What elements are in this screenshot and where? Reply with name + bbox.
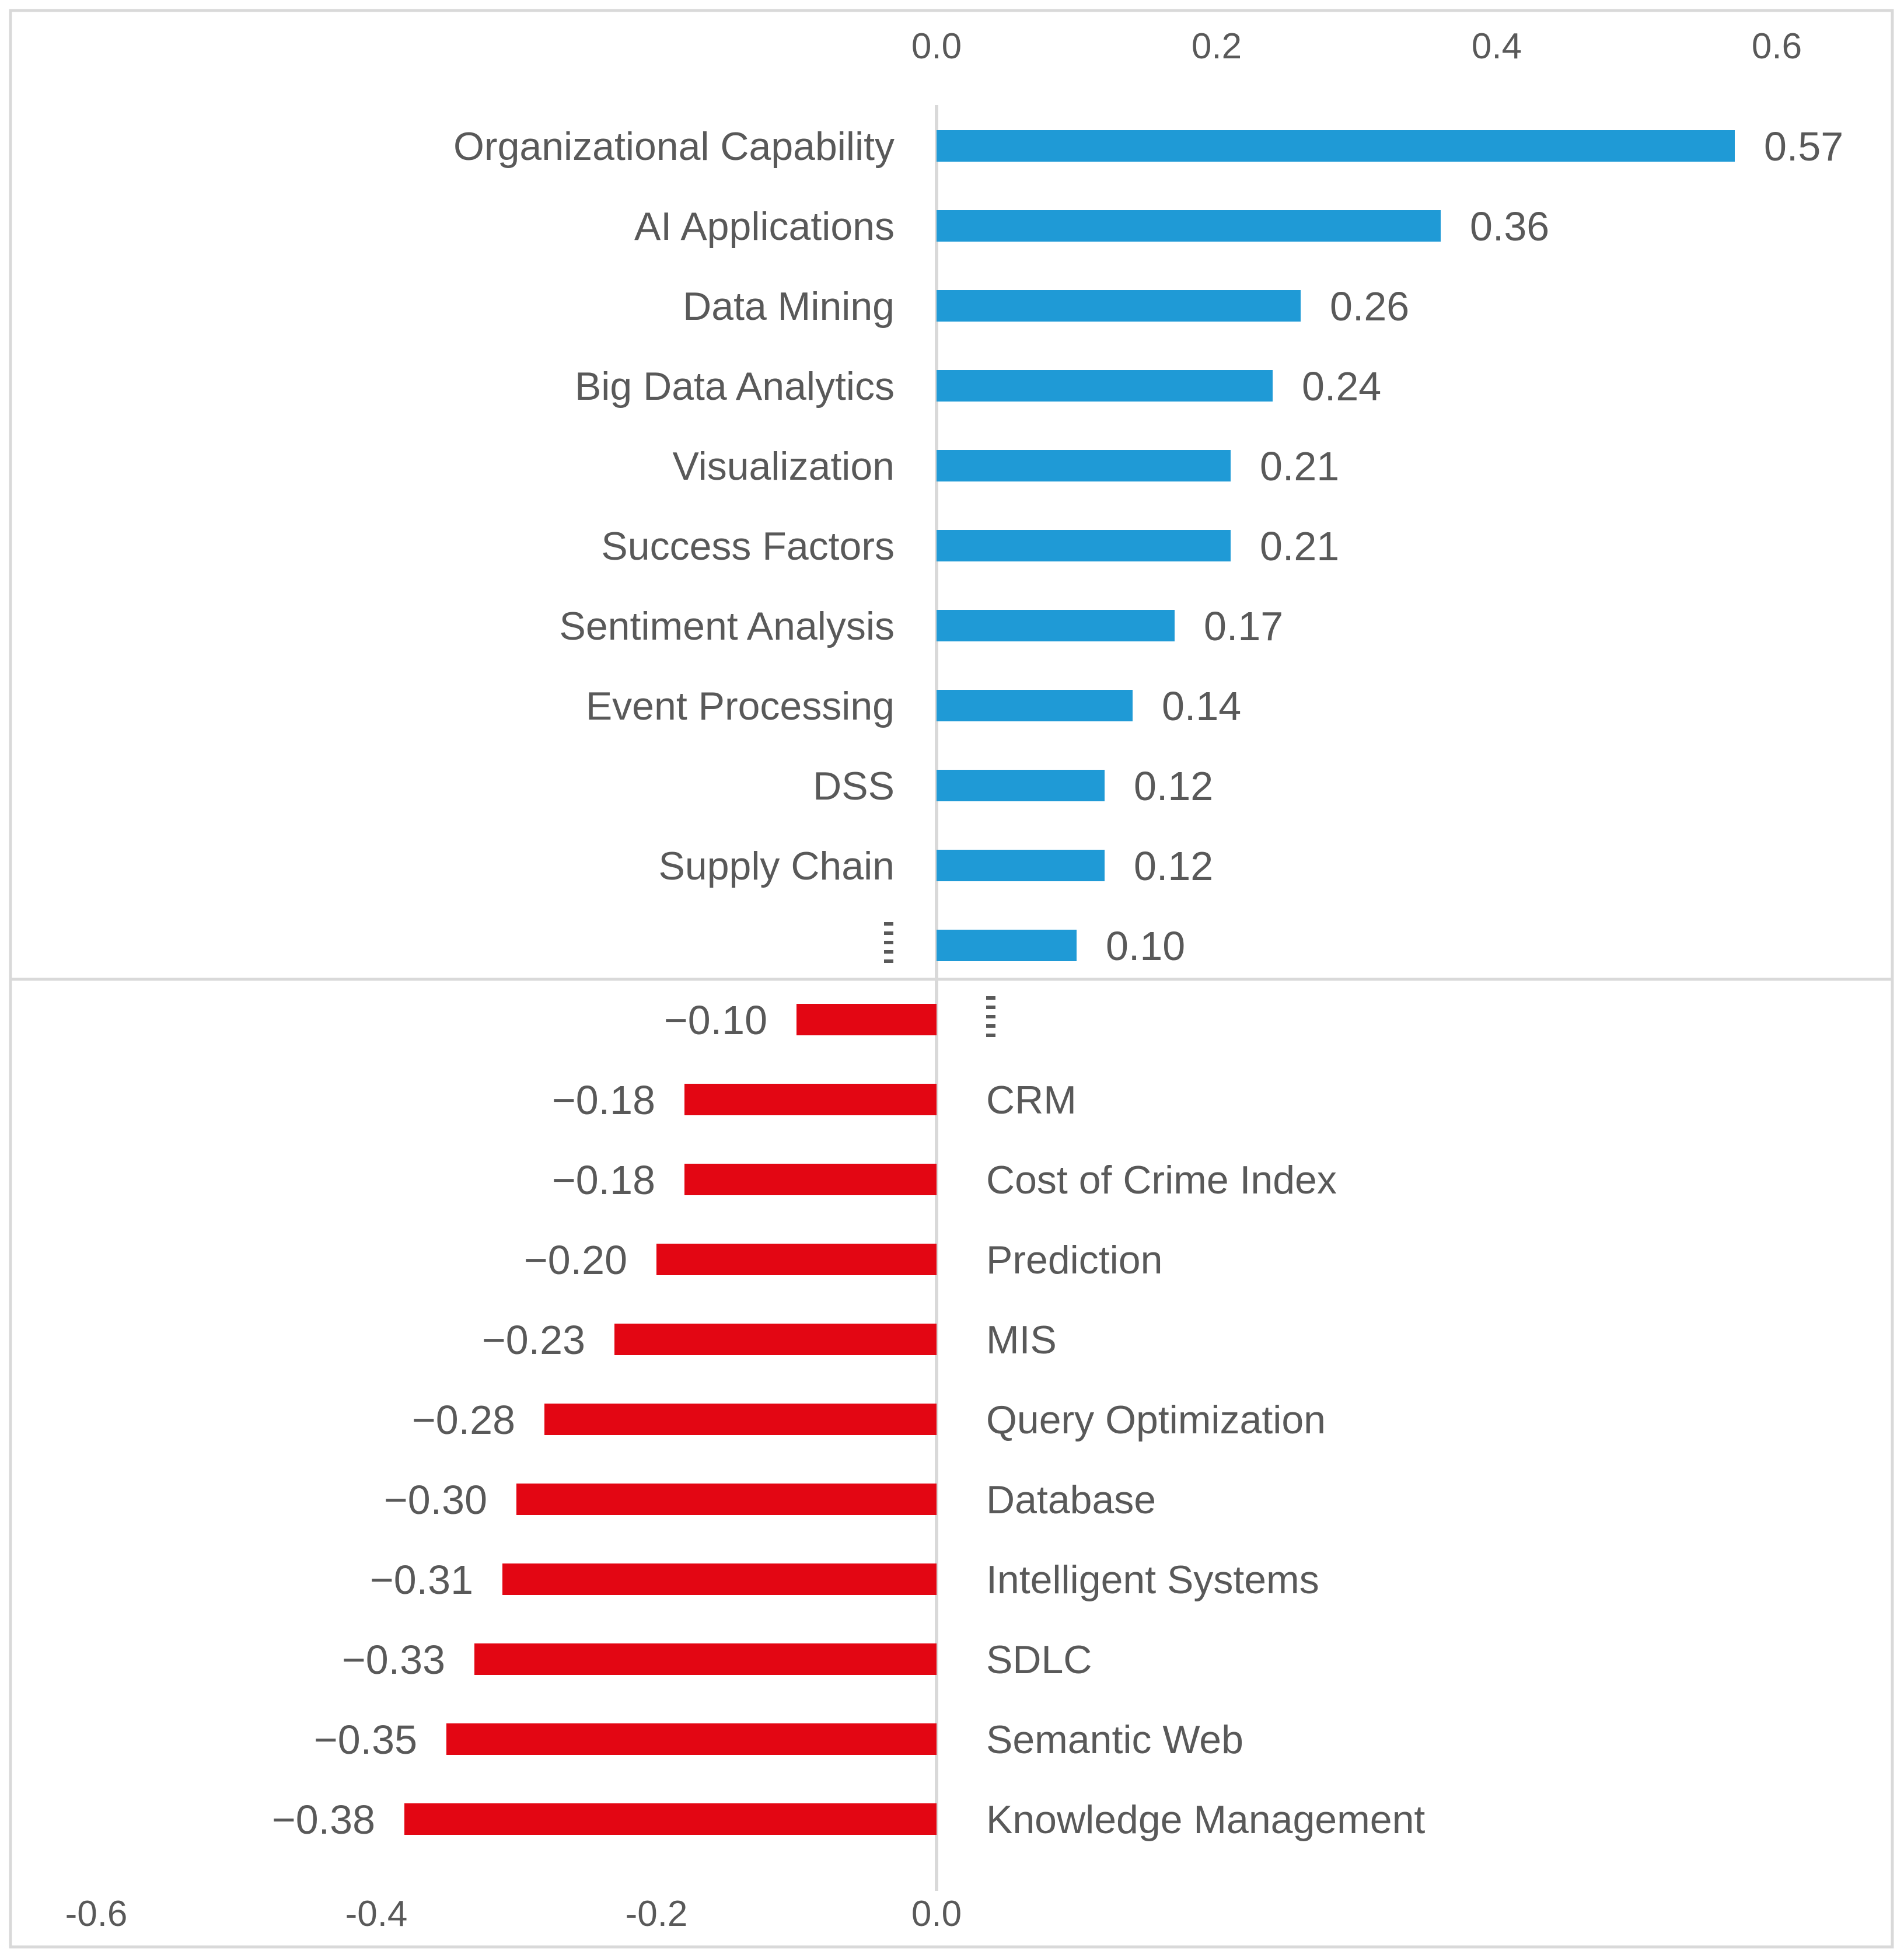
positive-bar [937,450,1231,481]
positive-category-label: Success Factors [601,524,895,568]
negative-bar [502,1563,937,1595]
positive-value-label: 0.10 [1106,923,1185,969]
positive-bar [937,290,1301,322]
negative-value-label: −0.38 [272,1797,375,1842]
negative-bar [516,1484,937,1515]
negative-category-label: Intelligent Systems [986,1558,1319,1602]
positive-bar [937,610,1175,641]
positive-category-label: Supply Chain [659,844,895,888]
positive-bar [937,930,1077,961]
ellipsis-icon [884,959,893,963]
ellipsis-icon [884,950,893,954]
negative-category-label: Database [986,1478,1156,1522]
negative-bar [474,1643,937,1675]
positive-value-label: 0.26 [1330,284,1409,329]
positive-category-label: DSS [813,764,895,808]
negative-value-label: −0.20 [524,1237,627,1283]
ellipsis-icon [986,996,995,1000]
positive-bar [937,130,1735,162]
negative-value-label: −0.18 [552,1157,655,1203]
positive-bar [937,770,1105,801]
top-axis-tick-label: 0.2 [1192,26,1242,67]
negative-value-label: −0.28 [412,1397,515,1443]
positive-value-label: 0.17 [1204,603,1283,649]
negative-category-label: Prediction [986,1238,1162,1282]
bottom-axis-tick-label: -0.2 [626,1894,688,1934]
positive-value-label: 0.12 [1134,843,1213,889]
positive-category-label: Event Processing [586,684,895,728]
negative-bar [614,1324,937,1355]
top-axis-tick-label: 0.0 [911,26,962,67]
negative-category-label: CRM [986,1078,1077,1122]
ellipsis-icon [986,1034,995,1037]
negative-category-label: Knowledge Management [986,1798,1425,1842]
ellipsis-icon [986,1006,995,1009]
positive-category-label: Data Mining [683,284,895,329]
ellipsis-icon [884,931,893,935]
negative-value-label: −0.31 [370,1557,473,1603]
negative-value-label: −0.33 [342,1637,445,1683]
positive-value-label: 0.21 [1260,444,1339,489]
positive-category-label: Organizational Capability [453,124,895,169]
negative-value-label: −0.23 [482,1317,585,1363]
top-axis-tick-label: 0.4 [1472,26,1522,67]
negative-bar [656,1244,937,1275]
negative-bar [796,1004,937,1035]
positive-bar [937,370,1273,402]
negative-category-label: Semantic Web [986,1718,1243,1762]
positive-bar [937,210,1441,242]
negative-category-label: MIS [986,1318,1057,1362]
negative-bar [684,1164,937,1195]
negative-bar [684,1084,937,1115]
ellipsis-icon [986,1024,995,1028]
bottom-axis-tick-label: -0.6 [65,1894,128,1934]
positive-category-label: Visualization [672,444,895,488]
positive-category-label: AI Applications [634,204,895,249]
positive-value-label: 0.12 [1134,763,1213,809]
negative-bar [446,1723,937,1755]
negative-value-label: −0.10 [664,997,767,1043]
negative-value-label: −0.35 [314,1717,417,1762]
positive-category-label: Big Data Analytics [575,364,895,409]
positive-value-label: 0.21 [1260,523,1339,569]
ellipsis-icon [884,922,893,926]
top-axis-tick-label: 0.6 [1752,26,1802,67]
negative-category-label: SDLC [986,1638,1092,1682]
negative-value-label: −0.30 [384,1477,487,1523]
positive-bar [937,690,1133,721]
negative-category-label: Query Optimization [986,1398,1326,1442]
ellipsis-icon [884,941,893,944]
negative-bar [404,1803,937,1835]
bottom-axis-tick-label: 0.0 [911,1894,962,1934]
negative-bar [544,1404,937,1435]
negative-category-label: Cost of Crime Index [986,1158,1337,1202]
bottom-axis-tick-label: -0.4 [345,1894,408,1934]
positive-value-label: 0.14 [1162,683,1241,729]
positive-value-label: 0.36 [1470,204,1549,249]
positive-bar [937,850,1105,881]
negative-value-label: −0.18 [552,1077,655,1123]
positive-value-label: 0.57 [1764,124,1843,169]
positive-bar [937,530,1231,561]
positive-category-label: Sentiment Analysis [559,604,895,648]
positive-value-label: 0.24 [1302,364,1381,409]
ellipsis-icon [986,1015,995,1018]
